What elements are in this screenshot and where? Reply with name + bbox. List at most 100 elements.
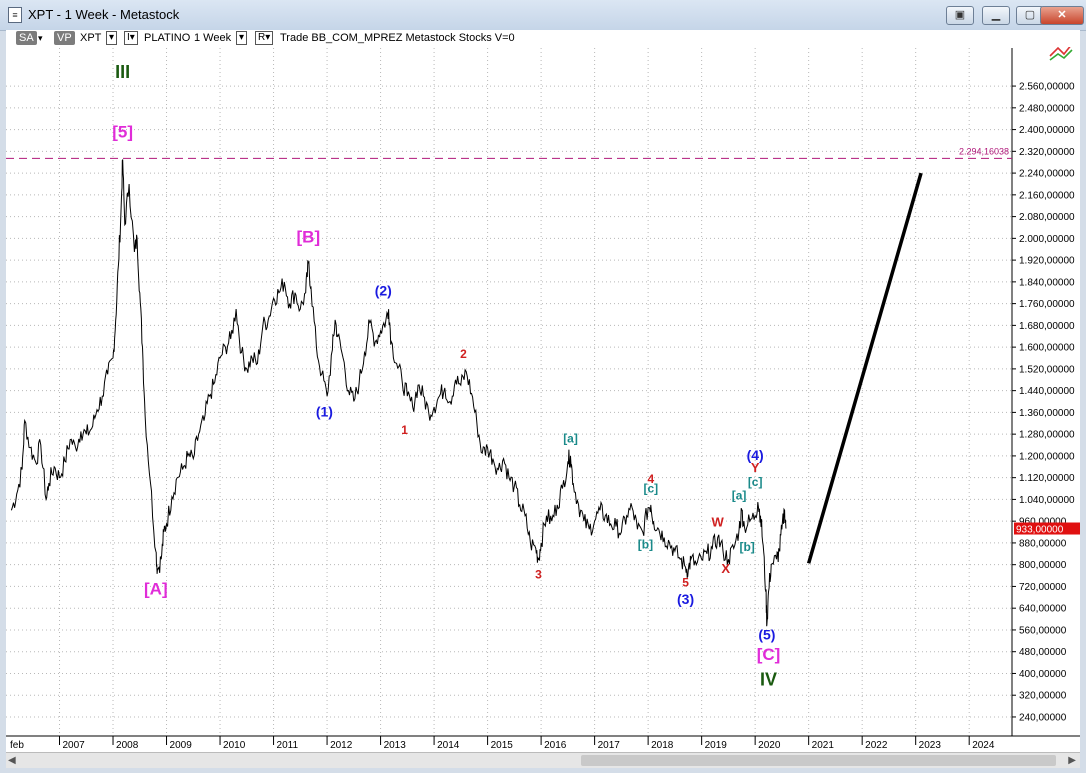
x-tick-label: 2021 bbox=[812, 740, 835, 751]
wave-label: [c] bbox=[748, 475, 763, 489]
x-tick-label: 2009 bbox=[170, 740, 193, 751]
projection-line bbox=[806, 172, 923, 564]
symbol-label: XPT bbox=[80, 32, 102, 44]
x-tick-label: 2024 bbox=[972, 740, 995, 751]
sa-button[interactable]: SA bbox=[16, 31, 37, 45]
wave-label: [b] bbox=[638, 537, 653, 551]
r-label: R bbox=[258, 32, 266, 43]
x-tick-label: 2018 bbox=[651, 740, 674, 751]
reference-line-label: 2.294,16038 bbox=[959, 146, 1009, 156]
x-tick-label: 2012 bbox=[330, 740, 353, 751]
y-tick-label: 1.680,00000 bbox=[1019, 321, 1075, 332]
y-tick-label: 2.080,00000 bbox=[1019, 212, 1075, 223]
y-tick-label: 800,00000 bbox=[1019, 560, 1067, 571]
wave-label: (3) bbox=[677, 591, 694, 607]
y-tick-label: 2.160,00000 bbox=[1019, 190, 1075, 201]
wave-label: III bbox=[115, 62, 130, 82]
y-tick-label: 1.760,00000 bbox=[1019, 299, 1075, 310]
x-tick-label: 2010 bbox=[223, 740, 246, 751]
y-tick-label: 1.040,00000 bbox=[1019, 495, 1075, 506]
wave-label: 2 bbox=[460, 347, 467, 361]
x-tick-label: 2019 bbox=[705, 740, 728, 751]
y-tick-label: 2.240,00000 bbox=[1019, 169, 1075, 180]
wave-label: Y bbox=[751, 460, 760, 475]
wave-label: (2) bbox=[375, 282, 392, 298]
wave-label: [a] bbox=[732, 488, 747, 502]
y-tick-label: 480,00000 bbox=[1019, 647, 1067, 658]
x-tick-label: 2013 bbox=[384, 740, 407, 751]
chart-background bbox=[6, 30, 1080, 752]
y-tick-label: 2.480,00000 bbox=[1019, 103, 1075, 114]
x-tick-label: 2017 bbox=[598, 740, 621, 751]
y-tick-label: 1.440,00000 bbox=[1019, 386, 1075, 397]
wave-label: [B] bbox=[297, 227, 321, 246]
title-bar[interactable]: ≡ XPT - 1 Week - Metastock ▣ ▁ ▢ ✕ bbox=[0, 0, 1086, 31]
wave-label: (5) bbox=[758, 626, 775, 642]
wave-label: 5 bbox=[682, 575, 689, 589]
y-tick-label: 1.120,00000 bbox=[1019, 473, 1075, 484]
toolbar-info: Trade BB_COM_MPREZ Metastock Stocks V=0 bbox=[280, 32, 515, 44]
wave-label: [C] bbox=[757, 645, 781, 664]
wave-label: W bbox=[712, 515, 725, 530]
last-price-label: 933,00000 bbox=[1016, 525, 1064, 536]
y-tick-label: 960,00000 bbox=[1019, 517, 1067, 528]
restore-icon[interactable]: ▣ bbox=[946, 6, 974, 25]
y-tick-label: 400,00000 bbox=[1019, 669, 1067, 680]
symbol-lookup-icon[interactable]: I▾ bbox=[124, 31, 138, 45]
x-tick-label: 2007 bbox=[63, 740, 86, 751]
y-tick-label: 1.200,00000 bbox=[1019, 451, 1075, 462]
wave-label: [c] bbox=[643, 482, 658, 496]
scroll-right-icon[interactable]: ▶ bbox=[1068, 755, 1076, 766]
y-tick-label: 1.280,00000 bbox=[1019, 430, 1075, 441]
price-series-line[interactable] bbox=[10, 159, 787, 627]
y-tick-label: 1.520,00000 bbox=[1019, 364, 1075, 375]
last-price-badge bbox=[1014, 522, 1080, 535]
sa-dropdown-icon[interactable]: ▾ bbox=[38, 33, 43, 43]
y-tick-label: 560,00000 bbox=[1019, 625, 1067, 636]
scroll-left-icon[interactable]: ◀ bbox=[8, 755, 16, 766]
wave-label: [a] bbox=[563, 431, 578, 445]
wave-label: [5] bbox=[112, 123, 133, 142]
x-tick-label: 2016 bbox=[544, 740, 567, 751]
x-tick-label: 2008 bbox=[116, 740, 139, 751]
x-tick-label: 2015 bbox=[491, 740, 514, 751]
y-tick-label: 2.320,00000 bbox=[1019, 147, 1075, 158]
wave-label: IV bbox=[760, 670, 777, 690]
minimize-icon[interactable]: ▁ bbox=[982, 6, 1010, 25]
horizontal-scrollbar[interactable]: ◀ ▶ bbox=[6, 752, 1080, 768]
x-tick-label: 2020 bbox=[758, 740, 781, 751]
wave-label: [A] bbox=[144, 580, 168, 599]
period-label: 1 Week bbox=[194, 32, 232, 44]
wave-label: [b] bbox=[739, 540, 754, 554]
x-tick-label: feb bbox=[10, 740, 24, 751]
price-chart[interactable]: 240,00000 320,00000 400,00000 480,00000 560,… bbox=[6, 30, 1080, 752]
chart-toolbar: SA ▾ VP XPT ▾ I▾ PLATINO 1 Week ▾ R▾ Tra… bbox=[6, 30, 1080, 47]
y-tick-label: 1.360,00000 bbox=[1019, 408, 1075, 419]
x-tick-label: 2011 bbox=[277, 740, 299, 751]
y-tick-label: 640,00000 bbox=[1019, 604, 1067, 615]
scroll-thumb[interactable] bbox=[581, 755, 1056, 766]
x-tick-label: 2014 bbox=[437, 740, 460, 751]
instrument-name: PLATINO bbox=[144, 32, 191, 44]
y-tick-label: 1.600,00000 bbox=[1019, 343, 1075, 354]
window-title: XPT - 1 Week - Metastock bbox=[28, 7, 180, 22]
wave-label: (4) bbox=[747, 447, 764, 463]
wave-label: 3 bbox=[535, 567, 542, 581]
y-tick-label: 1.840,00000 bbox=[1019, 277, 1075, 288]
y-tick-label: 240,00000 bbox=[1019, 712, 1067, 723]
y-tick-label: 720,00000 bbox=[1019, 582, 1067, 593]
wave-label: 4 bbox=[647, 472, 654, 486]
period-dropdown-icon[interactable]: ▾ bbox=[236, 31, 248, 45]
x-tick-label: 2022 bbox=[865, 740, 888, 751]
y-tick-label: 1.920,00000 bbox=[1019, 256, 1075, 267]
vp-button[interactable]: VP bbox=[54, 31, 75, 45]
wave-label: (1) bbox=[316, 403, 333, 419]
close-icon[interactable]: ✕ bbox=[1040, 6, 1084, 25]
y-tick-label: 2.560,00000 bbox=[1019, 82, 1075, 93]
symbol-dropdown-icon[interactable]: ▾ bbox=[106, 31, 118, 45]
document-icon: ≡ bbox=[8, 7, 22, 23]
indicator-chart-icon[interactable] bbox=[1049, 43, 1073, 57]
r-dropdown[interactable]: R▾ bbox=[255, 31, 274, 45]
wave-label: X bbox=[721, 561, 730, 576]
y-tick-label: 880,00000 bbox=[1019, 538, 1067, 549]
